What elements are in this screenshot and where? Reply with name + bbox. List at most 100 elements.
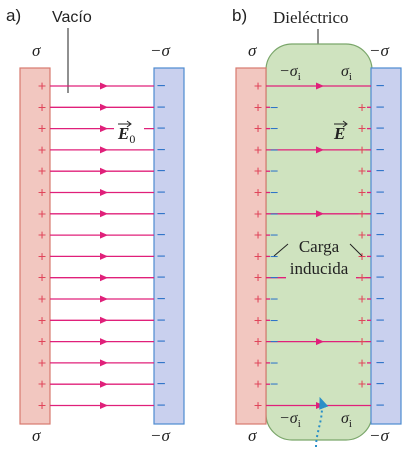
minus-charge-b: − [375, 163, 384, 180]
induced-plus-charge: + [358, 228, 367, 244]
minus-charge: − [156, 121, 165, 138]
induced-label-backdrop [286, 234, 356, 282]
sigma-right-top: −σ [150, 41, 170, 60]
field-line-arrowhead [100, 103, 108, 111]
minus-charge: − [156, 398, 165, 415]
induced-minus-charge: − [270, 164, 279, 180]
induced-plus-charge: + [358, 207, 367, 223]
negative-plate [153, 67, 185, 425]
induced-plus-charge: + [358, 249, 367, 265]
induced-minus-charge: − [270, 143, 279, 159]
field-line-arrowhead [100, 167, 108, 175]
induced-sigma-neg-top: −σi [279, 63, 301, 83]
minus-charge-b: − [375, 121, 384, 138]
induced-plus-charge: + [358, 186, 367, 202]
sigma-right-bottom: −σ [150, 426, 170, 445]
plus-charge-b: + [254, 164, 263, 180]
induced-leader-left [273, 243, 289, 257]
field-line-arrowhead-b [316, 82, 324, 90]
induced-plus-charge: + [358, 143, 367, 159]
sigma-left-top-b: σ [248, 41, 257, 60]
plus-charge: + [38, 335, 47, 351]
induced-positive-charges: + + + + + + + + + + + + + + [358, 100, 367, 393]
induced-leader-right [349, 243, 363, 257]
minus-charge-b: − [375, 248, 384, 265]
induced-plus-charge: + [358, 164, 367, 180]
induced-minus-charge: − [270, 292, 279, 308]
induced-negative-charges: − − − − − − − − − − − − − − [270, 100, 279, 393]
field-line-arrowhead [100, 252, 108, 260]
plus-charge: + [38, 164, 47, 180]
minus-charge-b: − [375, 312, 384, 329]
induced-plus-charge: + [358, 271, 367, 287]
field-line-arrowhead-b [316, 210, 324, 218]
minus-charge-b: − [375, 78, 384, 95]
induced-plus-charge: + [358, 313, 367, 329]
induced-plus-charge: + [358, 100, 367, 116]
plus-charge-b: + [254, 377, 263, 393]
panel-b: b) Dieléctrico σ −σ σ −σ +++++++++++++++… [232, 6, 402, 448]
plus-charge-b: + [254, 207, 263, 223]
plus-charge-b: + [254, 271, 263, 287]
minus-charge: − [156, 78, 165, 95]
minus-charge: − [156, 142, 165, 159]
field-vector-label: E0 [117, 124, 135, 146]
plus-charge: + [38, 377, 47, 393]
field-label-backdrop [114, 124, 144, 146]
minus-charge: − [156, 206, 165, 223]
induced-plus-charge: + [358, 335, 367, 351]
minus-charge: − [156, 270, 165, 287]
negative-plate-b [370, 67, 402, 425]
induced-minus-charge: − [270, 249, 279, 265]
vector-arrow-head [126, 120, 132, 128]
field-label-backdrop-b [334, 124, 352, 146]
minus-charge-b: − [375, 206, 384, 223]
minus-charge: − [156, 291, 165, 308]
panel-a: a) Vacío σ −σ σ −σ ++++++++++++++++ −−−−… [6, 6, 185, 445]
field-line-arrowhead [100, 380, 108, 388]
minus-charge: − [156, 227, 165, 244]
plus-charge: + [38, 143, 47, 159]
induced-plus-charge: + [358, 292, 367, 308]
plus-charge-b: + [254, 143, 263, 159]
plus-charge-b: + [254, 292, 263, 308]
positive-charges: + + + + + + + + + + + + + + + + [38, 79, 47, 415]
minus-charge: − [156, 376, 165, 393]
vector-arrow-head-b [342, 120, 348, 128]
plus-charge: + [38, 186, 47, 202]
minus-charge: − [156, 185, 165, 202]
field-line-arrowhead-b [316, 338, 324, 346]
minus-charge-b: − [375, 227, 384, 244]
negative-charges: − − − − − − − − − − − − − − − − [156, 78, 165, 415]
plus-charge: + [38, 292, 47, 308]
field-line-arrowhead [100, 359, 108, 367]
field-line-arrowhead [100, 295, 108, 303]
field-line-arrowhead-b [316, 146, 324, 154]
induced-charge-label-line2: inducida [290, 259, 349, 278]
plus-charge-b: + [254, 186, 263, 202]
minus-charge: − [156, 99, 165, 116]
induced-sigma-neg-bottom: −σi [279, 410, 301, 430]
sigma-right-top-b: −σ [369, 41, 389, 60]
plus-charge-b: + [254, 79, 263, 95]
minus-charge: − [156, 312, 165, 329]
field-line-arrowhead [100, 316, 108, 324]
minus-charge-b: − [375, 376, 384, 393]
positive-plate [19, 67, 51, 425]
minus-charge-b: − [375, 99, 384, 116]
plus-charge: + [38, 79, 47, 95]
induced-plus-charge: + [358, 377, 367, 393]
vacuum-label: Vacío [52, 9, 92, 26]
minus-charge: − [156, 248, 165, 265]
plus-charge-b: + [254, 356, 263, 372]
plus-charge-b: + [254, 399, 263, 415]
field-lines [50, 82, 154, 409]
minus-charge: − [156, 355, 165, 372]
field-line-arrowhead [100, 231, 108, 239]
induced-minus-charge: − [270, 228, 279, 244]
plus-charge: + [38, 271, 47, 287]
induced-minus-charge: − [270, 335, 279, 351]
field-line-arrowhead [100, 146, 108, 154]
induced-minus-charge: − [270, 271, 279, 287]
